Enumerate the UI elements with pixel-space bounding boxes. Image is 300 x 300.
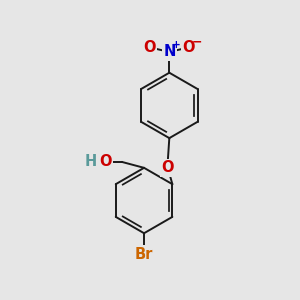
Text: +: + (172, 40, 180, 50)
Text: O: O (182, 40, 195, 55)
Text: N: N (163, 44, 176, 59)
Text: −: − (192, 36, 202, 49)
Text: O: O (162, 160, 174, 175)
Text: O: O (99, 154, 112, 169)
Text: O: O (144, 40, 156, 55)
Text: H: H (84, 154, 97, 169)
Text: Br: Br (135, 247, 153, 262)
